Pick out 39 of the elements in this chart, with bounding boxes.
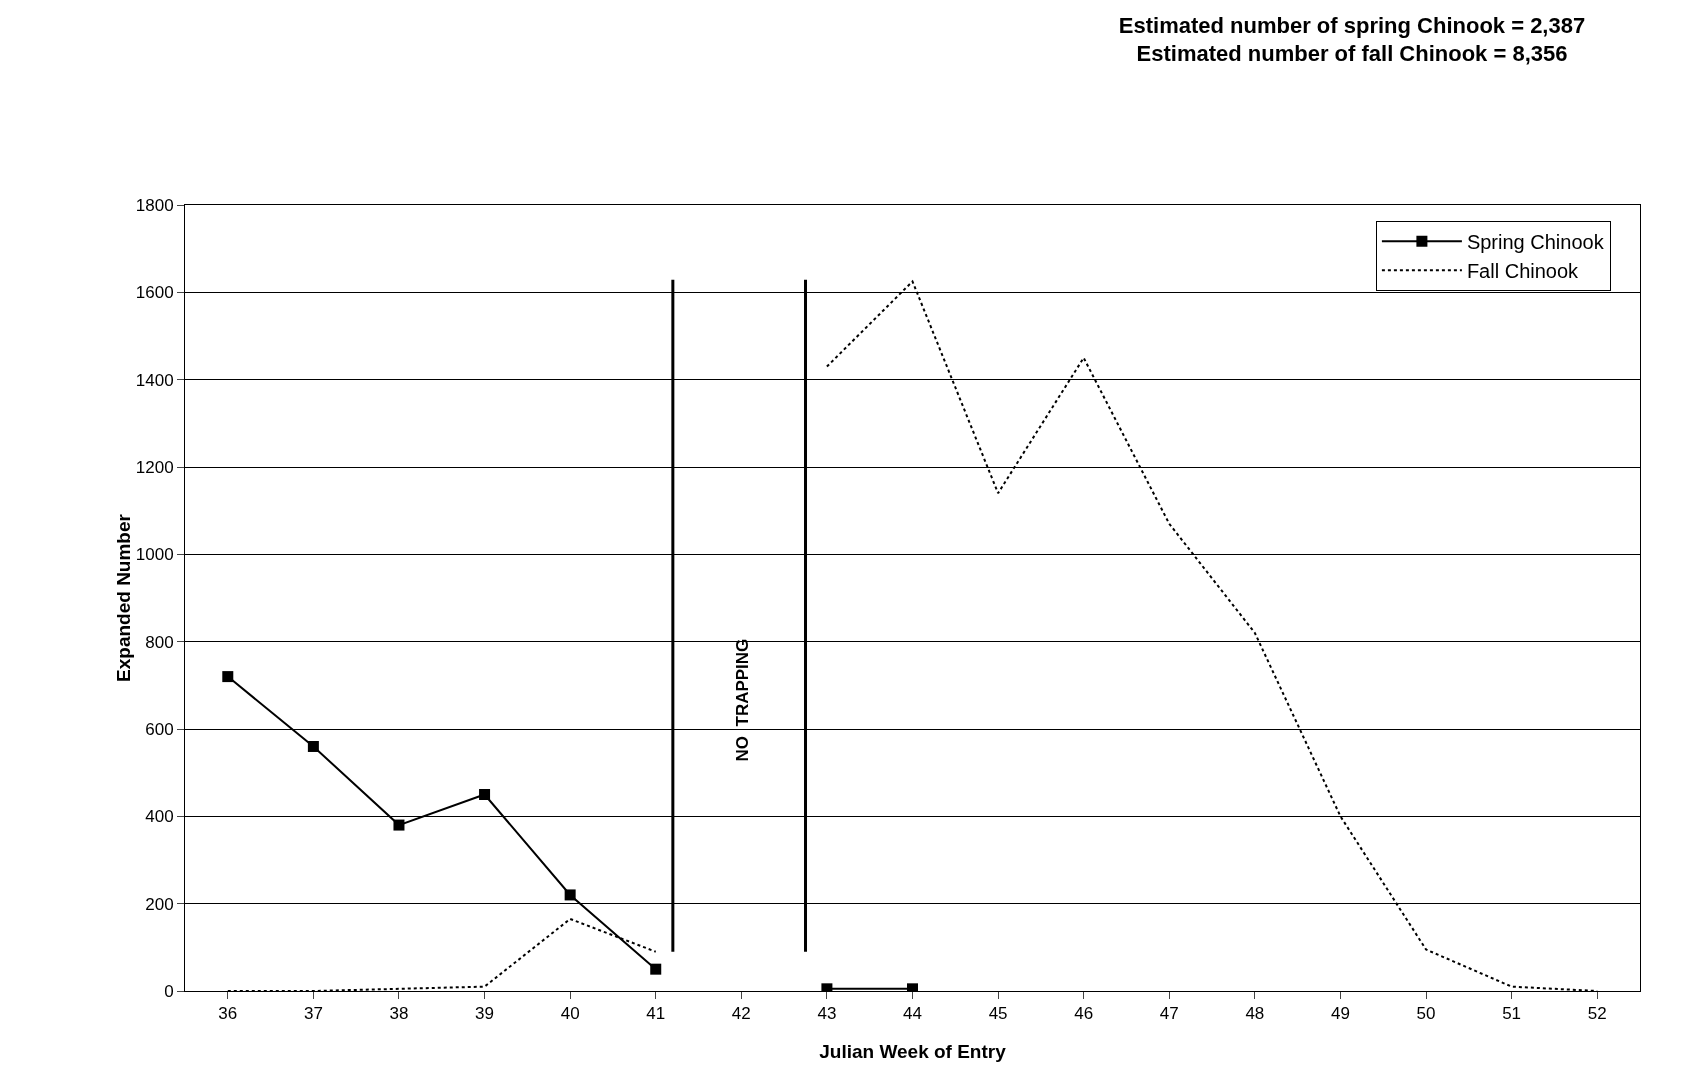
y-tick-label: 400 (145, 807, 174, 827)
x-tick-label: 43 (817, 1004, 837, 1024)
point (222, 671, 234, 683)
y-tick-label: 1000 (135, 545, 174, 565)
y-tick-label: 1600 (135, 283, 174, 303)
legend-label: Spring Chinook (1466, 231, 1605, 254)
x-tick-label: 39 (475, 1004, 495, 1024)
x-tick-label: 40 (560, 1004, 580, 1024)
x-tick-label: 51 (1502, 1004, 1522, 1024)
x-tick-label: 44 (903, 1004, 922, 1024)
x-tick-label: 37 (303, 1004, 323, 1024)
point (393, 819, 405, 831)
point (479, 789, 491, 800)
y-tick-label: 1200 (135, 457, 174, 477)
annotation: NO TRAPPING (733, 638, 753, 762)
x-tick-label: 49 (1330, 1004, 1350, 1024)
x-tick-label: 42 (731, 1004, 751, 1024)
x-tick-label: 38 (389, 1004, 409, 1024)
legend-label: Fall Chinook (1466, 260, 1580, 283)
point (650, 963, 662, 975)
y-axis-title: Expanded Number (112, 513, 134, 682)
x-tick-label: 50 (1416, 1004, 1436, 1024)
y-tick-label: 600 (145, 719, 174, 739)
x-tick-label: 46 (1074, 1004, 1094, 1024)
x-tick-label: 47 (1159, 1004, 1179, 1024)
y-tick-label: 1400 (135, 370, 174, 390)
y-tick-label: 0 (164, 981, 174, 1001)
chart-title: Estimated number of spring Chinook = 2,387 Estimated number of fall Chinook = 8,356 (1118, 12, 1586, 67)
point (564, 889, 576, 901)
x-tick-label: 45 (988, 1004, 1008, 1024)
x-tick-label: 41 (646, 1004, 666, 1024)
x-tick-label: 36 (218, 1004, 238, 1024)
x-tick-label: 52 (1587, 1004, 1607, 1024)
x-axis-title: Julian Week of Entry (819, 1041, 1007, 1062)
point (307, 740, 319, 752)
y-tick-label: 1800 (135, 195, 174, 215)
y-tick-label: 800 (145, 632, 174, 652)
y-tick-label: 200 (145, 894, 174, 914)
x-tick-label: 48 (1245, 1004, 1265, 1024)
